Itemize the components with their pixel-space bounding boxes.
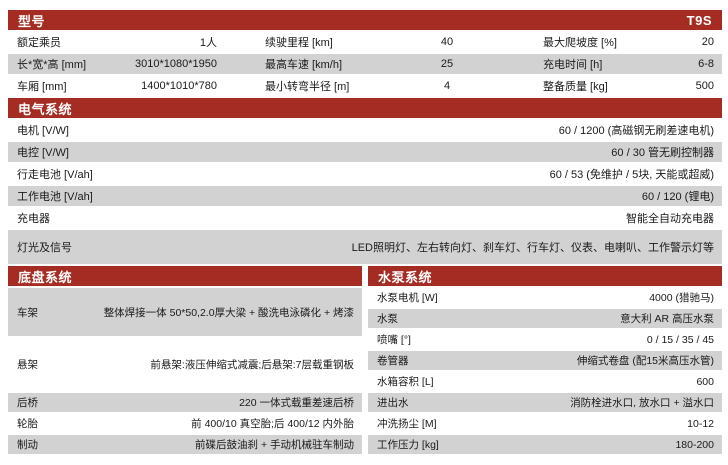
spec-value: 前悬架:液压伸缩式减震;后悬架:7层载重钢板 [150,359,354,371]
table-row: 灯光及信号 LED照明灯、左右转向灯、刹车灯、行车灯、仪表、电喇叭、工作警示灯等 [8,230,722,264]
spec-value: 伸缩式卷盘 (配15米高压水管) [576,355,714,367]
spec-value: 180-200 [675,438,714,451]
spec-label: 喷嘴 [°] [377,334,411,346]
table-row: 冲洗扬尘 [M] 10-12 [368,414,722,433]
table-row: 悬架 前悬架:液压伸缩式减震;后悬架:7层载重钢板 [8,338,362,391]
spec-label: 进出水 [377,397,409,409]
spec-value: 整体焊接一体 50*50,2.0厚大梁 + 酸洗电泳磷化 + 烤漆 [103,306,354,319]
chassis-section-header: 底盘系统 [8,266,362,286]
spec-value: LED照明灯、左右转向灯、刹车灯、行车灯、仪表、电喇叭、工作警示灯等 [351,242,714,254]
spec-label: 悬架 [17,359,38,371]
pump-section-header: 水泵系统 [368,266,722,286]
spec-label: 最小转弯半径 [m] [265,81,350,93]
bottom-columns: 底盘系统 车架 整体焊接一体 50*50,2.0厚大梁 + 酸洗电泳磷化 + 烤… [8,266,722,456]
table-row: 水泵 意大利 AR 高压水泵 [368,309,722,328]
spec-value: 消防栓进水口, 放水口 + 溢水口 [570,397,714,409]
spec-value: 60 / 30 管无刷控制器 [611,147,714,159]
table-row: 水泵电机 [W] 4000 (猎驰马) [368,288,722,307]
spec-label: 水泵 [377,313,398,325]
spec-value: 4 [443,80,451,92]
model-name: T9S [686,12,712,28]
table-row: 喷嘴 [°] 0 / 15 / 35 / 45 [368,330,722,349]
table-row: 车厢 [mm] 1400*1010*780 最小转弯半径 [m] 4 整备质量 … [8,76,722,96]
spec-value: 意大利 AR 高压水泵 [620,313,714,325]
spec-value: 10-12 [687,417,714,430]
spec-label: 卷管器 [377,355,409,367]
table-row: 水箱容积 [L] 600 [368,372,722,391]
spec-value: 60 / 53 (免维护 / 5块, 天能或超威) [549,169,714,181]
chassis-section-title: 底盘系统 [18,269,73,285]
spec-value: 3010*1080*1950 [135,58,217,70]
spec-value: 60 / 120 (锂电) [641,191,714,203]
spec-label: 充电时间 [h] [543,59,603,71]
spec-label: 电控 [V/W] [17,147,69,159]
pump-column: 水泵系统 水泵电机 [W] 4000 (猎驰马) 水泵 意大利 AR 高压水泵 … [368,266,722,456]
table-row: 轮胎 前 400/10 真空胎;后 400/12 内外胎 [8,414,362,433]
model-section-header: 型号 T9S [8,10,722,30]
spec-value: 6-8 [698,58,714,70]
spec-value: 4000 (猎驰马) [649,292,714,304]
spec-label: 充电器 [17,213,50,225]
table-row: 电机 [V/W] 60 / 1200 (高磁钢无刷差速电机) [8,120,722,140]
spec-label: 整备质量 [kg] [543,81,608,93]
spec-label: 工作压力 [kg] [377,439,439,451]
spec-value: 500 [695,80,714,92]
spec-value: 25 [440,58,454,70]
table-row: 充电器 智能全自动充电器 [8,208,722,228]
table-row: 后桥 220 一体式载重差速后桥 [8,393,362,412]
spec-value: 1人 [199,37,217,49]
spec-label: 灯光及信号 [17,242,72,254]
electrical-section-title: 电气系统 [18,101,73,117]
spec-value: 前碟后鼓油刹 + 手动机械驻车制动 [195,439,354,451]
spec-label: 续驶里程 [km] [265,37,333,49]
table-row: 额定乘员 1人 续驶里程 [km] 40 最大爬坡度 [%] 20 [8,32,722,52]
spec-label: 后桥 [17,397,38,409]
table-row: 进出水 消防栓进水口, 放水口 + 溢水口 [368,393,722,412]
spec-label: 水箱容积 [L] [377,376,434,388]
spec-label: 行走电池 [V/ah] [17,169,93,181]
table-row: 制动 前碟后鼓油刹 + 手动机械驻车制动 [8,435,362,454]
spec-label: 车厢 [mm] [17,81,67,93]
spec-label: 水泵电机 [W] [377,292,438,304]
spec-sheet-content: 型号 T9S 额定乘员 1人 续驶里程 [km] 40 最大爬坡度 [%] 20… [8,10,722,456]
table-row: 行走电池 [V/ah] 60 / 53 (免维护 / 5块, 天能或超威) [8,164,722,184]
spec-label: 轮胎 [17,418,38,430]
spec-value: 智能全自动充电器 [626,213,714,225]
spec-label: 车架 [17,306,38,319]
spec-value: 前 400/10 真空胎;后 400/12 内外胎 [191,418,354,430]
table-row: 工作压力 [kg] 180-200 [368,435,722,454]
table-row: 卷管器 伸缩式卷盘 (配15米高压水管) [368,351,722,370]
pump-section-title: 水泵系统 [378,269,433,285]
spec-value: 60 / 1200 (高磁钢无刷差速电机) [558,125,714,137]
spec-value: 0 / 15 / 35 / 45 [646,333,714,346]
spec-label: 工作电池 [V/ah] [17,191,93,203]
spec-label: 长*宽*高 [mm] [17,59,87,71]
spec-label: 冲洗扬尘 [M] [377,418,437,430]
table-row: 工作电池 [V/ah] 60 / 120 (锂电) [8,186,722,206]
spec-value: 20 [701,36,714,48]
spec-label: 最高车速 [km/h] [265,59,343,71]
spec-label: 电机 [V/W] [17,125,69,137]
chassis-column: 底盘系统 车架 整体焊接一体 50*50,2.0厚大梁 + 酸洗电泳磷化 + 烤… [8,266,362,456]
table-row: 长*宽*高 [mm] 3010*1080*1950 最高车速 [km/h] 25… [8,54,722,74]
spec-value: 40 [440,36,454,48]
spec-value: 1400*1010*780 [141,80,217,92]
spec-label: 额定乘员 [17,37,61,49]
spec-label: 最大爬坡度 [%] [543,37,617,49]
model-section-title: 型号 [18,13,46,29]
spec-value: 600 [696,375,714,388]
electrical-section-header: 电气系统 [8,98,722,118]
spec-value: 220 一体式载重差速后桥 [239,397,354,409]
table-row: 车架 整体焊接一体 50*50,2.0厚大梁 + 酸洗电泳磷化 + 烤漆 [8,288,362,336]
table-row: 电控 [V/W] 60 / 30 管无刷控制器 [8,142,722,162]
spec-label: 制动 [17,439,38,451]
